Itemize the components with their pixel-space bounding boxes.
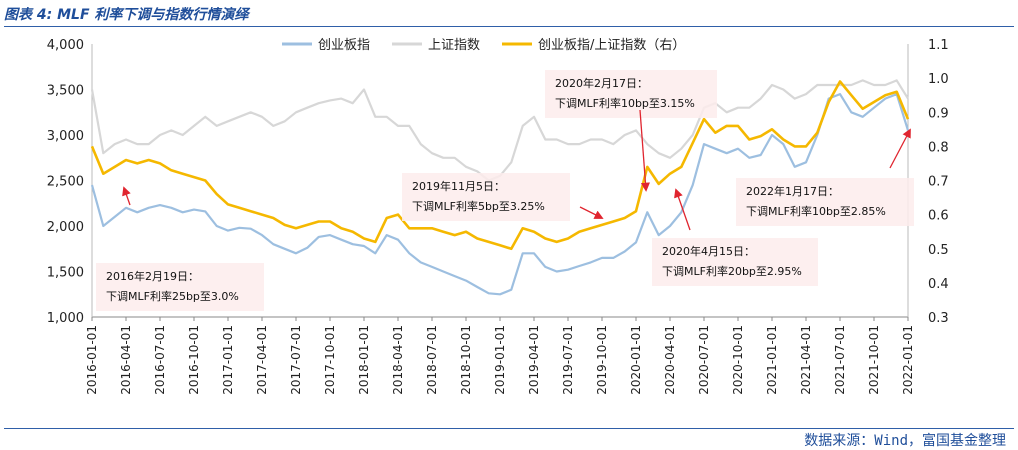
x-tick-label: 2020-07-01 — [697, 325, 711, 395]
annotation-date: 2016年2月19日： — [106, 269, 199, 283]
x-tick-label: 2021-01-01 — [765, 325, 779, 395]
annotation-box — [736, 178, 914, 226]
annotation-detail: 下调MLF利率25bp至3.0% — [106, 289, 239, 303]
annotation-box — [402, 173, 570, 221]
x-tick-label: 2017-04-01 — [255, 325, 269, 395]
x-tick-label: 2020-04-01 — [663, 325, 677, 395]
x-tick-label: 2021-04-01 — [799, 325, 813, 395]
x-tick-label: 2020-01-01 — [629, 325, 643, 395]
y-tick-label: 2,000 — [47, 220, 84, 235]
x-tick-label: 2017-07-01 — [289, 325, 303, 395]
annotation-date: 2020年2月17日： — [555, 76, 648, 90]
x-tick-label: 2019-04-01 — [527, 325, 541, 395]
x-tick-label: 2017-10-01 — [323, 325, 337, 395]
y2-tick-label: 0.3 — [928, 311, 949, 326]
legend-label: 创业板指/上证指数（右） — [538, 38, 685, 53]
y-tick-label: 4,000 — [47, 38, 84, 53]
x-tick-label: 2021-07-01 — [833, 325, 847, 395]
y2-tick-label: 0.6 — [928, 209, 949, 224]
annotation-box — [652, 238, 818, 286]
x-tick-label: 2016-10-01 — [187, 325, 201, 395]
y2-tick-label: 0.9 — [928, 106, 949, 121]
x-tick-label: 2018-10-01 — [459, 325, 473, 395]
source-note: 数据来源：Wind，富国基金整理 — [804, 433, 1006, 449]
y2-tick-label: 0.8 — [928, 140, 949, 155]
annotation-detail: 下调MLF利率10bp至3.15% — [555, 96, 695, 110]
y-tick-label: 1,000 — [47, 311, 84, 326]
y-tick-label: 3,000 — [47, 129, 84, 144]
annotation-date: 2020年4月15日： — [662, 244, 755, 258]
x-tick-label: 2016-04-01 — [119, 325, 133, 395]
x-tick-label: 2019-01-01 — [493, 325, 507, 395]
y2-tick-label: 1.0 — [928, 72, 949, 87]
x-tick-label: 2018-01-01 — [357, 325, 371, 395]
annotation-arrow — [889, 128, 911, 169]
annotation-detail: 下调MLF利率5bp至3.25% — [412, 199, 545, 213]
x-tick-label: 2017-01-01 — [221, 325, 235, 395]
bottom-rule — [4, 428, 1014, 429]
annotation-arrow — [122, 186, 131, 206]
annotation-detail: 下调MLF利率20bp至2.95% — [662, 264, 802, 278]
x-tick-label: 2016-01-01 — [85, 325, 99, 395]
y2-tick-label: 0.7 — [928, 175, 949, 190]
x-tick-label: 2020-10-01 — [731, 325, 745, 395]
y-tick-label: 1,500 — [47, 266, 84, 281]
annotation-arrow — [674, 188, 691, 231]
y2-tick-label: 1.1 — [928, 38, 949, 53]
annotation-detail: 下调MLF利率10bp至2.85% — [746, 204, 886, 218]
y2-tick-label: 0.5 — [928, 243, 949, 258]
x-tick-label: 2022-01-01 — [901, 325, 915, 395]
series-line-2 — [90, 80, 910, 251]
x-tick-label: 2019-07-01 — [561, 325, 575, 395]
figure-caption: 图表 4: MLF 利率下调与指数行情演绎 — [4, 7, 249, 23]
y-tick-label: 3,500 — [47, 84, 84, 99]
x-tick-label: 2021-10-01 — [867, 325, 881, 395]
y-tick-label: 2,500 — [47, 175, 84, 190]
annotation-date: 2019年11月5日： — [412, 179, 505, 193]
annotation-arrow — [579, 206, 604, 219]
x-tick-label: 2018-04-01 — [391, 325, 405, 395]
legend-label: 创业板指 — [318, 38, 370, 53]
x-tick-label: 2018-07-01 — [425, 325, 439, 395]
annotation-box — [96, 263, 264, 311]
x-tick-label: 2019-10-01 — [595, 325, 609, 395]
y2-tick-label: 0.4 — [928, 277, 949, 292]
annotation-box — [545, 70, 717, 118]
top-rule — [4, 26, 1014, 27]
series-line-0 — [90, 92, 910, 296]
annotation-date: 2022年1月17日： — [746, 184, 839, 198]
legend-label: 上证指数 — [428, 38, 480, 53]
series-line-1 — [90, 79, 909, 182]
annotation-arrow — [639, 109, 650, 192]
x-tick-label: 2016-07-01 — [153, 325, 167, 395]
